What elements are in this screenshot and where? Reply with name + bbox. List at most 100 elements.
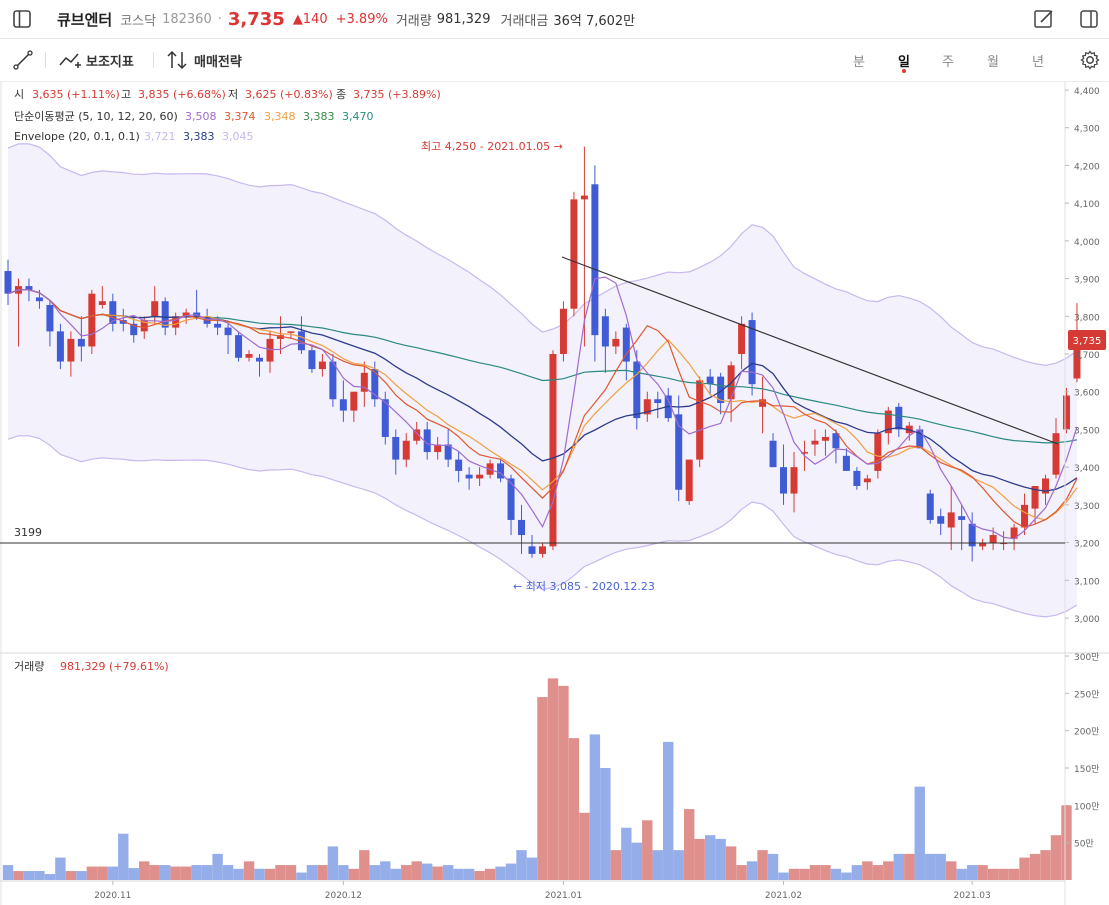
candle-body	[507, 478, 515, 520]
volume-bar	[463, 868, 475, 880]
candle-body	[497, 463, 505, 479]
price-chart[interactable]: 3199 최고 4,250 - 2021.01.05 → ← 최저 3,085 …	[0, 82, 1109, 905]
ma-legend: 단순이동평균 (5, 10, 12, 20, 60) 3,508 3,374 3…	[14, 110, 374, 123]
candle-body	[1073, 340, 1081, 379]
candle-body	[601, 316, 609, 347]
volume-bar	[925, 853, 936, 880]
sidebar-toggle-icon[interactable]	[12, 9, 32, 29]
time-tick-label: 2021.01	[545, 891, 582, 901]
candle-body	[444, 444, 452, 460]
indicator-button[interactable]: 보조지표	[58, 39, 134, 81]
volume-bar	[149, 865, 160, 880]
price-axis: 4,400 4,300 4,200 4,100 4,000 3,900 3,800 3,700…	[1065, 87, 1100, 625]
candle-body	[947, 512, 955, 528]
chart-toolbar: 보조지표 매매전략 분 일 주 월 년	[0, 39, 1109, 82]
candle-body	[675, 414, 683, 490]
candle-body	[780, 467, 788, 494]
strategy-button[interactable]: 매매전략	[166, 39, 242, 81]
volume-bar	[442, 865, 454, 880]
volume-bar	[86, 866, 98, 880]
volume-bar	[139, 861, 150, 880]
volume-tick-label: 250만	[1074, 689, 1099, 700]
volume-bar	[526, 857, 538, 880]
candle-body	[423, 429, 431, 453]
edit-icon[interactable]	[1033, 8, 1055, 30]
volume-bar	[411, 861, 422, 880]
volume-tick-label: 150만	[1074, 764, 1099, 775]
envelope-legend: Envelope (20, 0.1, 0.1) 3,721 3,383 3,04…	[14, 130, 254, 143]
volume-bar	[160, 865, 171, 880]
candle-body	[266, 338, 274, 362]
price-change: ▲140	[292, 11, 328, 27]
period-year[interactable]: 년	[1032, 54, 1044, 70]
stock-name[interactable]: 큐브엔터	[57, 10, 113, 29]
price-tick-label: 3,900	[1074, 276, 1100, 286]
volume-bar	[715, 838, 726, 880]
volume-bar	[338, 865, 349, 880]
volume-bar	[1029, 853, 1041, 880]
period-month[interactable]: 월	[987, 54, 999, 70]
volume-bar	[893, 853, 904, 880]
current-price: 3,735	[227, 8, 285, 30]
market-label: 코스닥	[120, 13, 157, 29]
candle-body	[790, 467, 798, 494]
volume-bar	[746, 861, 758, 880]
volume-bar	[264, 868, 276, 880]
period-day[interactable]: 일	[891, 39, 917, 81]
candle-body	[476, 474, 484, 479]
volume-bar	[23, 871, 35, 880]
candle-body	[25, 286, 33, 290]
volume-bar	[401, 865, 412, 880]
candle-body	[842, 455, 850, 471]
period-week[interactable]: 주	[942, 54, 954, 70]
price-tick-label: 3,800	[1074, 313, 1100, 323]
volume-bar	[914, 786, 925, 880]
volume-bar	[987, 868, 999, 880]
volume-bar	[946, 861, 957, 880]
price-tick-label: 3,700	[1074, 351, 1100, 361]
ma20-line	[7, 289, 1078, 492]
draw-line-tool[interactable]	[12, 39, 34, 81]
period-minute[interactable]: 분	[853, 54, 865, 70]
candle-body	[811, 440, 819, 445]
volume-bar	[788, 868, 800, 880]
candle-body	[119, 320, 127, 324]
volume-bar	[44, 874, 56, 880]
volume-bar	[642, 820, 653, 880]
volume-bar	[673, 850, 684, 880]
volume-bar	[432, 866, 443, 880]
candle-body	[612, 338, 620, 347]
ma5-line	[7, 276, 1078, 540]
volume-bar	[956, 868, 967, 880]
candle-body	[748, 320, 756, 385]
candle-body	[706, 376, 714, 385]
candle-body	[434, 444, 442, 453]
volume-bar	[170, 866, 181, 880]
time-tick-label: 2020.11	[94, 891, 131, 901]
volume-bar	[327, 846, 339, 880]
settings-button[interactable]	[1079, 39, 1101, 81]
candle-body	[759, 399, 767, 407]
volume-bar	[568, 738, 580, 880]
time-tick-label: 2021.03	[954, 891, 991, 901]
volume-bar	[369, 865, 380, 880]
separator-dot: ·	[217, 11, 222, 27]
svg-text:시 3,635 (+1.11%) 고: 시 3,635 (+1.11%) 고 3,835 (+6.68%) 저 3,62…	[14, 88, 441, 101]
candle-body	[559, 308, 567, 354]
candle-body	[297, 331, 305, 351]
candle-body	[738, 323, 746, 354]
candle-body	[863, 478, 871, 483]
candle-body	[77, 338, 85, 347]
volume-bar	[296, 872, 307, 880]
svg-text:거래량 981,329 (+79.61%): 거래량 981,329 (+79.61%)	[14, 660, 169, 673]
volume-bar	[841, 872, 852, 880]
price-tick-label: 3,500	[1074, 426, 1100, 436]
candle-body	[1062, 395, 1070, 430]
volume-bar	[589, 734, 601, 880]
panel-toggle-icon[interactable]	[1078, 8, 1100, 30]
volume-bar	[725, 846, 737, 880]
price-tick-label: 4,400	[1074, 87, 1100, 97]
trend-line[interactable]	[561, 256, 1059, 445]
candle-body	[717, 376, 725, 404]
time-tick-label: 2021.02	[765, 891, 802, 901]
